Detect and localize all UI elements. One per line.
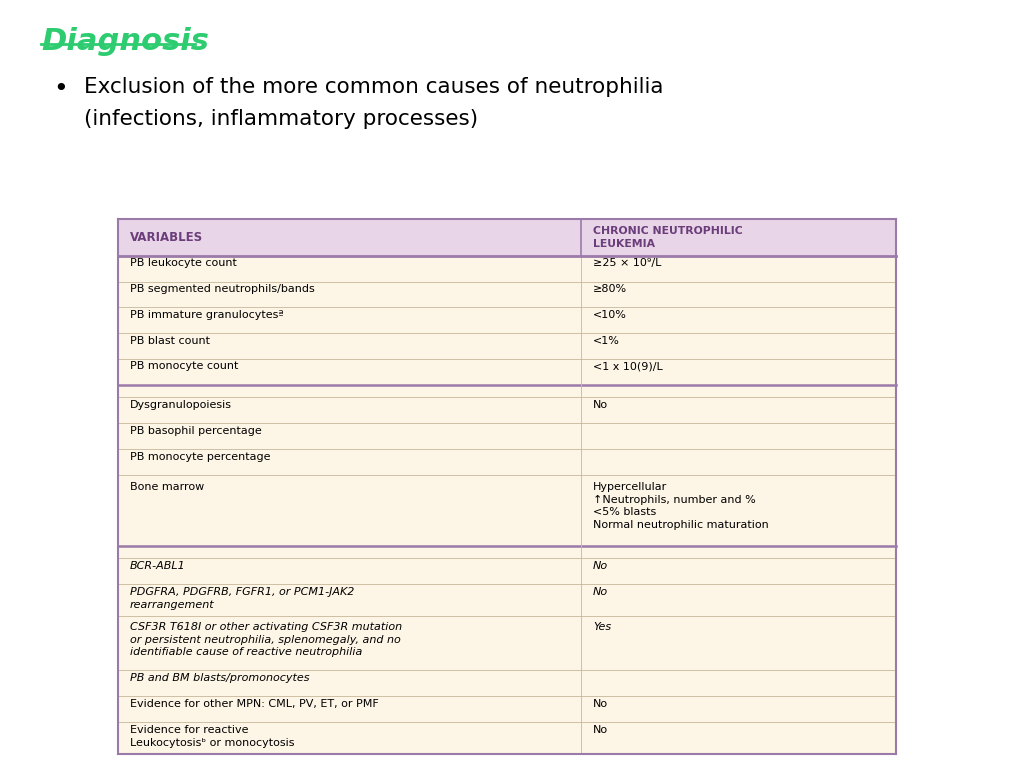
Text: PB leukocyte count: PB leukocyte count: [130, 258, 237, 268]
Text: PB monocyte count: PB monocyte count: [130, 362, 239, 372]
Text: PB and BM blasts/promonocytes: PB and BM blasts/promonocytes: [130, 673, 309, 683]
Text: PB basophil percentage: PB basophil percentage: [130, 425, 262, 435]
Bar: [118, 385, 896, 397]
Text: Bone marrow: Bone marrow: [130, 482, 205, 492]
Text: PB blast count: PB blast count: [130, 336, 210, 346]
Text: CHRONIC NEUTROPHILIC
LEUKEMIA: CHRONIC NEUTROPHILIC LEUKEMIA: [593, 226, 742, 249]
Text: <10%: <10%: [593, 310, 627, 319]
Text: Evidence for reactive
Leukocytosisᵇ or monocytosis: Evidence for reactive Leukocytosisᵇ or m…: [130, 725, 295, 748]
Bar: [118, 697, 896, 722]
Text: Diagnosis: Diagnosis: [41, 27, 209, 56]
Bar: [118, 256, 896, 282]
Bar: [118, 307, 896, 333]
Bar: [118, 282, 896, 307]
Bar: [118, 397, 896, 423]
Text: Exclusion of the more common causes of neutrophilia: Exclusion of the more common causes of n…: [84, 77, 664, 97]
Text: VARIABLES: VARIABLES: [130, 231, 203, 243]
Text: (infections, inflammatory processes): (infections, inflammatory processes): [84, 109, 478, 129]
Text: PB monocyte percentage: PB monocyte percentage: [130, 452, 270, 462]
Text: No: No: [593, 588, 608, 598]
Bar: [118, 333, 896, 359]
Bar: [118, 617, 896, 670]
Bar: [118, 359, 896, 385]
Text: PDGFRA, PDGFRB, FGFR1, or PCM1-JAK2
rearrangement: PDGFRA, PDGFRB, FGFR1, or PCM1-JAK2 rear…: [130, 588, 354, 611]
Bar: [118, 219, 896, 256]
Text: ≥25 × 10⁹/L: ≥25 × 10⁹/L: [593, 258, 662, 268]
Text: No: No: [593, 561, 608, 571]
Bar: [118, 475, 896, 545]
Text: CSF3R T618I or other activating CSF3R mutation
or persistent neutrophilia, splen: CSF3R T618I or other activating CSF3R mu…: [130, 622, 402, 657]
Text: ≥80%: ≥80%: [593, 284, 628, 294]
Text: PB immature granulocytesª: PB immature granulocytesª: [130, 310, 284, 319]
Text: No: No: [593, 400, 608, 410]
Text: PB segmented neutrophils/bands: PB segmented neutrophils/bands: [130, 284, 314, 294]
Text: <1%: <1%: [593, 336, 620, 346]
Text: Dysgranulopoiesis: Dysgranulopoiesis: [130, 400, 232, 410]
Text: No: No: [593, 725, 608, 735]
Bar: [118, 545, 896, 558]
Bar: [118, 423, 896, 449]
Bar: [118, 558, 896, 584]
Text: •: •: [53, 77, 68, 101]
Text: <1 x 10(9)/L: <1 x 10(9)/L: [593, 362, 663, 372]
Bar: [118, 670, 896, 697]
Text: Yes: Yes: [593, 622, 611, 632]
Bar: [118, 449, 896, 475]
Text: No: No: [593, 699, 608, 709]
Text: Evidence for other MPN: CML, PV, ET, or PMF: Evidence for other MPN: CML, PV, ET, or …: [130, 699, 379, 709]
Bar: [118, 722, 896, 754]
Text: Hypercellular
↑Neutrophils, number and %
<5% blasts
Normal neutrophilic maturati: Hypercellular ↑Neutrophils, number and %…: [593, 482, 769, 530]
Text: BCR-ABL1: BCR-ABL1: [130, 561, 185, 571]
Bar: [118, 584, 896, 617]
